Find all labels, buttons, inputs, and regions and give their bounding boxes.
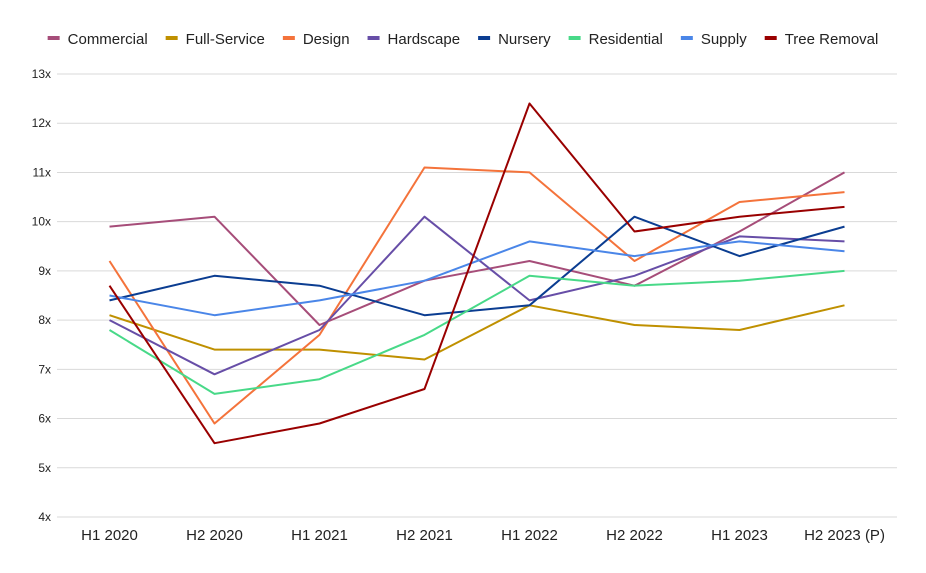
legend-swatch	[568, 36, 581, 40]
y-tick-label: 7x	[38, 362, 51, 376]
gridlines	[57, 73, 897, 518]
y-tick-label: 4x	[38, 510, 51, 524]
series-line-nursery	[109, 215, 845, 317]
y-tick-label: 11x	[33, 165, 51, 179]
legend-swatch	[478, 36, 491, 40]
legend-item-tree-removal: Tree Removal	[764, 31, 879, 48]
legend-swatch	[282, 36, 295, 40]
x-tick-label: H2 2020	[186, 527, 243, 544]
series-line-commercial	[109, 171, 845, 326]
legend-label: Supply	[701, 31, 747, 48]
legend-label: Full-Service	[186, 31, 265, 48]
legend-label: Tree Removal	[785, 31, 879, 48]
series-line-hardscape	[109, 215, 845, 376]
y-tick-label: 8x	[38, 313, 51, 327]
x-tick-label: H1 2021	[291, 527, 348, 544]
y-tick-label: 5x	[38, 461, 51, 475]
y-tick-label: 12x	[32, 116, 51, 130]
series-line-full-service	[109, 304, 845, 361]
y-axis-ticks: 4x 5x 6x 7x 8x 9x 10x 11x 12x 13x	[32, 67, 51, 524]
legend-swatch	[367, 36, 380, 40]
legend-item-commercial: Commercial	[47, 31, 148, 48]
y-tick-label: 9x	[38, 264, 51, 278]
legend-swatch	[680, 36, 693, 40]
legend-item-design: Design	[282, 31, 350, 48]
legend-label: Commercial	[68, 31, 148, 48]
y-tick-label: 10x	[32, 215, 51, 229]
legend-item-hardscape: Hardscape	[367, 31, 461, 48]
legend-item-supply: Supply	[680, 31, 747, 48]
legend-item-nursery: Nursery	[478, 31, 551, 48]
x-axis-ticks: H1 2020 H2 2020 H1 2021 H2 2021 H1 2022 H2 20…	[81, 527, 885, 544]
series-line-residential	[108, 269, 845, 395]
x-tick-label: H1 2023	[711, 527, 768, 544]
legend-swatch	[764, 36, 777, 40]
series-lines	[108, 102, 845, 445]
legend-label: Design	[303, 31, 350, 48]
x-tick-label: H2 2023 (P)	[804, 527, 885, 544]
legend: Commercial Full-Service Design Hardscape Nur…	[47, 31, 879, 48]
series-line-supply	[109, 240, 845, 317]
legend-item-residential: Residential	[568, 31, 663, 48]
x-tick-label: H2 2021	[396, 527, 453, 544]
y-tick-label: 6x	[38, 412, 51, 426]
x-tick-label: H2 2022	[606, 527, 663, 544]
series-line-tree-removal	[108, 102, 845, 445]
legend-swatch	[165, 36, 178, 40]
legend-swatch	[47, 36, 60, 40]
x-tick-label: H1 2022	[501, 527, 558, 544]
series-line-design	[108, 166, 845, 425]
x-tick-label: H1 2020	[81, 527, 138, 544]
legend-label: Residential	[589, 31, 663, 48]
y-tick-label: 13x	[32, 67, 51, 81]
legend-label: Nursery	[498, 31, 551, 48]
legend-label: Hardscape	[388, 31, 461, 48]
legend-item-full-service: Full-Service	[165, 31, 265, 48]
